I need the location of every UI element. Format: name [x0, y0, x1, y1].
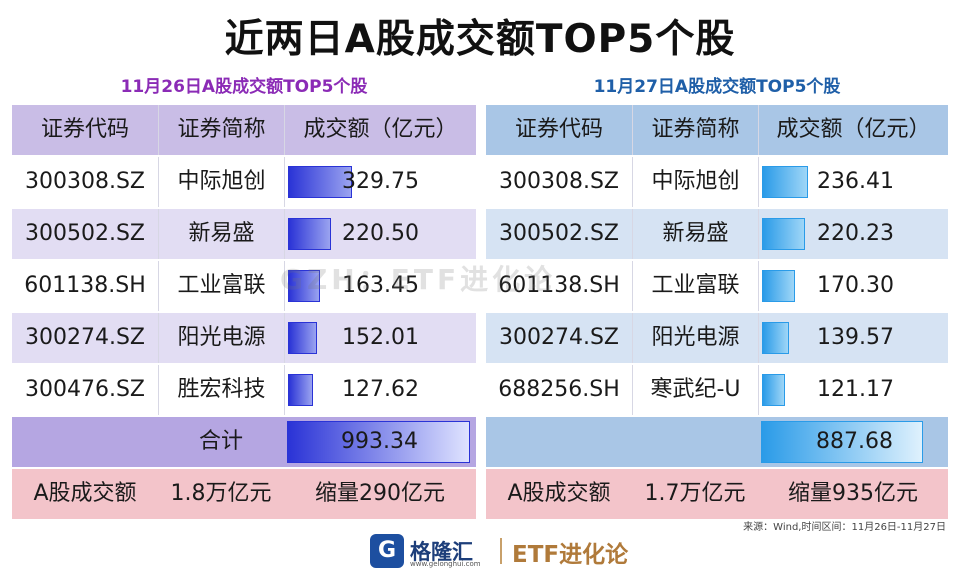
table-row: 688256.SH 寒武纪-U 121.17 — [486, 365, 948, 415]
stock-name: 胜宏科技 — [158, 365, 284, 415]
total-bar — [287, 421, 470, 463]
turnover-bar — [762, 218, 805, 250]
turnover-value: 236.41 — [817, 169, 894, 194]
turnover-bar — [288, 270, 320, 302]
turnover-bar — [288, 218, 331, 250]
turnover-value: 170.30 — [817, 273, 894, 298]
brand-name: 格隆汇 — [410, 540, 473, 564]
turnover-cell: 139.57 — [758, 313, 948, 363]
turnover-value: 127.62 — [342, 377, 419, 402]
table-row: 300502.SZ 新易盛 220.50 — [12, 209, 476, 259]
turnover-cell: 170.30 — [758, 261, 948, 311]
stock-name: 阳光电源 — [158, 313, 284, 363]
turnover-value: 139.57 — [817, 325, 894, 350]
stock-code: 601138.SH — [498, 273, 620, 298]
total-cell: 993.34 — [284, 417, 476, 467]
total-row: 合计 993.34 — [12, 417, 476, 467]
column-header: 证券简称 — [632, 105, 758, 155]
turnover-value: 152.01 — [342, 325, 419, 350]
left-table-title: 11月26日A股成交额TOP5个股 — [120, 77, 368, 97]
table-row: 300274.SZ 阳光电源 139.57 — [486, 313, 948, 363]
gelonghui-logo-icon: G — [370, 534, 404, 568]
total-cell: 887.68 — [758, 417, 948, 467]
stock-name: 中际旭创 — [158, 157, 284, 207]
stock-code: 300502.SZ — [24, 221, 145, 246]
turnover-cell: 163.45 — [284, 261, 476, 311]
column-header: 证券代码 — [514, 117, 603, 142]
turnover-bar — [762, 322, 790, 354]
total-row: 887.68 — [486, 417, 948, 467]
turnover-bar — [288, 374, 313, 406]
turnover-cell: 220.50 — [284, 209, 476, 259]
turnover-cell: 121.17 — [758, 365, 948, 415]
turnover-bar — [762, 374, 786, 406]
turnover-bar — [288, 322, 318, 354]
table-row: 300274.SZ 阳光电源 152.01 — [12, 313, 476, 363]
market-turnover-amount: 1.7万亿元 — [644, 481, 746, 506]
turnover-cell: 152.01 — [284, 313, 476, 363]
stock-name: 新易盛 — [632, 209, 758, 259]
column-header: 证券代码 — [40, 117, 129, 142]
market-turnover-label: A股成交额 — [507, 481, 611, 506]
market-turnover-change: 缩量290亿元 — [315, 481, 445, 506]
total-bar — [761, 421, 923, 463]
total-value: 887.68 — [816, 429, 893, 454]
table-row: 300308.SZ 中际旭创 329.75 — [12, 157, 476, 207]
right-table-title: 11月27日A股成交额TOP5个股 — [593, 77, 841, 97]
brand-footer: G 格隆汇 www.gelonghui.com ETF进化论 — [370, 530, 630, 570]
turnover-bar — [288, 166, 352, 198]
brand-url: www.gelonghui.com — [410, 560, 481, 568]
watermark: GZH：ETF进化论 — [280, 263, 557, 296]
turnover-value: 220.50 — [342, 221, 419, 246]
stock-name: 新易盛 — [158, 209, 284, 259]
source-note: 来源：Wind,时间区间：11月26日-11月27日 — [743, 522, 946, 533]
table-header-row: 证券代码 证券简称 成交额（亿元） — [486, 105, 948, 155]
table-row: 300502.SZ 新易盛 220.23 — [486, 209, 948, 259]
brand-divider — [500, 538, 502, 564]
table-row: 601138.SH 工业富联 170.30 — [486, 261, 948, 311]
summary-row: A股成交额 1.7万亿元 缩量935亿元 — [486, 469, 948, 519]
column-header: 成交额（亿元） — [284, 105, 476, 155]
market-turnover-label: A股成交额 — [33, 481, 137, 506]
stock-name: 工业富联 — [632, 261, 758, 311]
stock-code: 300308.SZ — [498, 169, 619, 194]
table-header-row: 证券代码 证券简称 成交额（亿元） — [12, 105, 476, 155]
stock-code: 300502.SZ — [498, 221, 619, 246]
turnover-value: 220.23 — [817, 221, 894, 246]
stock-name: 中际旭创 — [632, 157, 758, 207]
column-header: 证券简称 — [158, 105, 284, 155]
table-row: 601138.SH 工业富联 163.45 — [12, 261, 476, 311]
turnover-cell: 236.41 — [758, 157, 948, 207]
total-label — [632, 417, 758, 467]
stock-code: 300476.SZ — [24, 377, 145, 402]
table-row: 300476.SZ 胜宏科技 127.62 — [12, 365, 476, 415]
turnover-value: 121.17 — [817, 377, 894, 402]
brand-etf-label: ETF进化论 — [512, 542, 629, 568]
stock-code: 300274.SZ — [498, 325, 619, 350]
turnover-value: 329.75 — [342, 169, 419, 194]
turnover-cell: 220.23 — [758, 209, 948, 259]
turnover-cell: 127.62 — [284, 365, 476, 415]
turnover-value: 163.45 — [342, 273, 419, 298]
market-turnover-amount: 1.8万亿元 — [170, 481, 272, 506]
stock-name: 寒武纪-U — [632, 365, 758, 415]
summary-row: A股成交额 1.8万亿元 缩量290亿元 — [12, 469, 476, 519]
table-row: 300308.SZ 中际旭创 236.41 — [486, 157, 948, 207]
turnover-bar — [762, 270, 796, 302]
column-header: 成交额（亿元） — [758, 105, 948, 155]
total-value: 993.34 — [341, 429, 418, 454]
market-turnover-change: 缩量935亿元 — [788, 481, 918, 506]
stock-code: 601138.SH — [24, 273, 146, 298]
turnover-bar — [762, 166, 808, 198]
stock-name: 阳光电源 — [632, 313, 758, 363]
main-title: 近两日A股成交额TOP5个股 — [224, 17, 736, 62]
stock-code: 688256.SH — [498, 377, 620, 402]
stock-code: 300274.SZ — [24, 325, 145, 350]
turnover-cell: 329.75 — [284, 157, 476, 207]
total-label: 合计 — [198, 429, 243, 454]
stock-name: 工业富联 — [158, 261, 284, 311]
stock-code: 300308.SZ — [24, 169, 145, 194]
